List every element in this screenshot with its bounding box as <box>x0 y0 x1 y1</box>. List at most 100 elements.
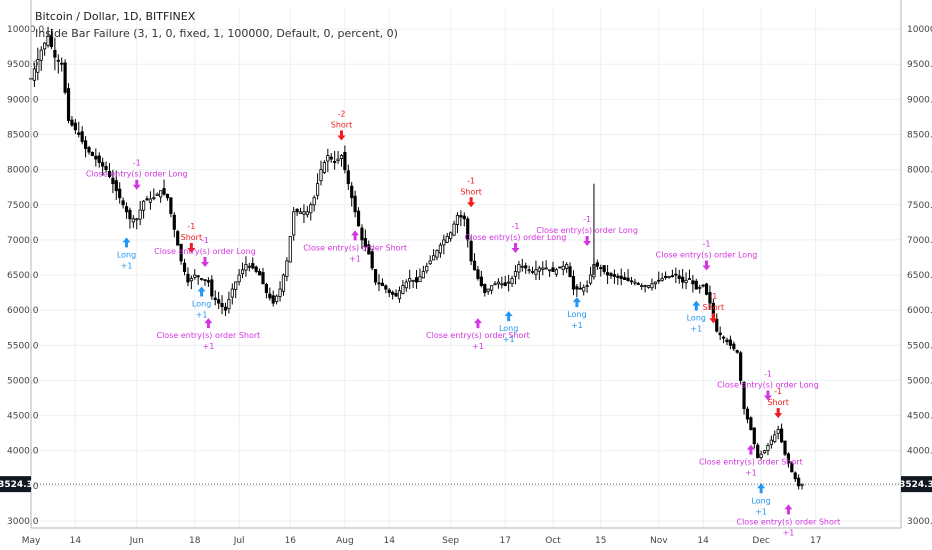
candle-body <box>537 267 541 272</box>
candle-body <box>421 271 425 279</box>
candle-body <box>118 188 122 199</box>
candle-body <box>616 275 620 278</box>
candle-body <box>251 263 255 269</box>
candle-body <box>360 227 364 241</box>
candle-body <box>486 288 490 292</box>
candle-body <box>578 287 582 290</box>
candle-body <box>629 280 634 283</box>
long-qty: +1 <box>121 261 133 270</box>
candle-body <box>114 180 118 192</box>
long-arrow-icon <box>504 311 513 322</box>
candle-body <box>554 269 559 275</box>
candle-body <box>725 339 729 343</box>
candle-body <box>602 265 606 272</box>
candle-body <box>206 280 211 283</box>
candle-body <box>653 281 657 285</box>
candle-body <box>278 288 282 297</box>
candle-body <box>496 281 501 285</box>
candle-body <box>234 281 238 290</box>
candle-body <box>438 244 443 254</box>
x-tick: May <box>22 536 41 546</box>
candle-body <box>571 276 576 290</box>
candle-body <box>489 285 494 291</box>
candle-body <box>285 260 289 277</box>
candle-body <box>493 283 497 286</box>
y-tick-right: 7000.0 <box>907 236 932 246</box>
candle-body <box>397 290 402 300</box>
long-label: Long <box>117 250 136 259</box>
candle-body <box>210 279 214 297</box>
candle-body <box>728 339 733 346</box>
candle-body <box>271 295 275 304</box>
candle-body <box>425 265 429 272</box>
candle-body <box>148 198 153 203</box>
candle-body <box>745 408 750 420</box>
candle-body <box>104 166 108 171</box>
candle-body <box>752 427 756 445</box>
candle-body <box>220 302 224 308</box>
candle-body <box>769 439 773 445</box>
candle-body <box>70 119 74 126</box>
candle-body <box>172 214 176 230</box>
candle-body <box>534 269 538 275</box>
candle-body <box>302 211 306 215</box>
candle-body <box>315 183 320 196</box>
long-label: Long <box>567 310 586 319</box>
close-qty: -1 <box>764 370 772 379</box>
candle-body <box>80 131 84 142</box>
x-tick: 14 <box>697 536 709 546</box>
candle-body <box>762 450 767 454</box>
candle-body <box>87 147 91 153</box>
candle-body <box>199 278 204 280</box>
y-tick-left: 7500.0 <box>7 201 39 211</box>
y-tick-right: 4500.0 <box>907 412 932 422</box>
candle-body <box>264 284 269 293</box>
candle-body <box>472 260 477 271</box>
candle-body <box>469 240 473 262</box>
candle-body <box>128 209 132 220</box>
candle-body <box>196 275 200 278</box>
candle-body <box>476 269 480 279</box>
y-tick-right: 9000.0 <box>907 95 932 105</box>
candle-body <box>165 193 170 199</box>
candle-body <box>674 273 678 276</box>
last-price-badge-left-text: 3524.3 <box>0 480 33 490</box>
candle-body <box>43 42 47 50</box>
long-label: Long <box>499 324 518 333</box>
close-arrow-icon <box>351 230 360 241</box>
candle-body <box>513 271 518 277</box>
y-tick-right: 8000.0 <box>907 166 932 176</box>
candle-body <box>319 169 323 182</box>
candle-body <box>121 200 125 206</box>
candle-body <box>155 193 159 197</box>
candle-body <box>189 278 193 282</box>
y-tick-left: 6000.0 <box>7 306 39 316</box>
candle-body <box>698 286 702 289</box>
close-arrow-icon <box>702 260 711 271</box>
x-tick: Dec <box>752 536 769 546</box>
close-qty: -1 <box>583 215 591 224</box>
candle-body <box>660 278 664 281</box>
candle-body <box>657 279 661 282</box>
candle-body <box>619 275 623 279</box>
candle-body <box>431 255 436 261</box>
short-arrow-icon <box>187 242 196 253</box>
candle-body <box>503 282 507 286</box>
long-label: Long <box>751 496 770 505</box>
candle-body <box>414 277 419 283</box>
candle-body <box>380 282 385 286</box>
y-tick-left: 4500.0 <box>7 412 39 422</box>
close-qty: +1 <box>349 254 361 263</box>
candle-body <box>718 332 722 336</box>
close-label: Close entry(s) order Short <box>157 331 261 340</box>
candle-body <box>176 231 180 246</box>
candle-body <box>141 200 146 211</box>
candle-body <box>779 428 784 443</box>
short-qty: -2 <box>337 110 345 119</box>
close-arrow-icon <box>473 318 482 329</box>
candle-body <box>257 270 262 276</box>
candle-body <box>766 445 770 452</box>
y-tick-right: 3000.0 <box>907 517 932 527</box>
candle-body <box>626 277 630 282</box>
